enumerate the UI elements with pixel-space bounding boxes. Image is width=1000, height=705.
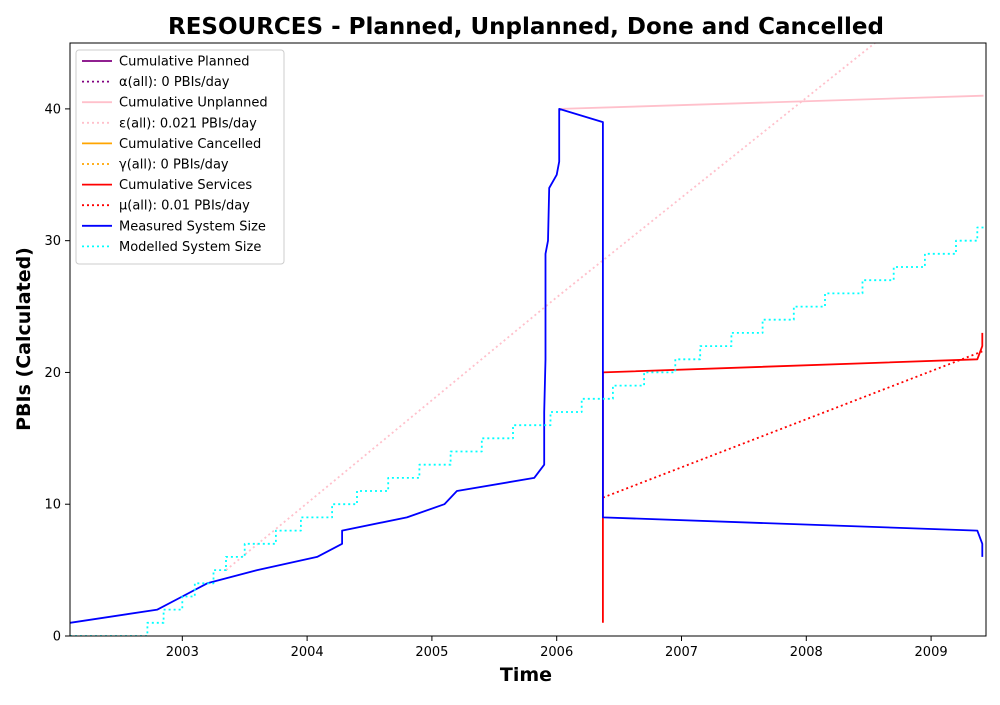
x-tick-label: 2004 (291, 645, 324, 660)
legend-label-cumulative-unplanned: Cumulative Unplanned (119, 96, 268, 111)
y-tick-label: 20 (44, 366, 61, 381)
legend-label-all-0-021-pbis-day: ε(all): 0.021 PBIs/day (119, 116, 257, 131)
legend-label-all-0-01-pbis-day: μ(all): 0.01 PBIs/day (119, 199, 250, 214)
legend-label-all-0-pbis-day: α(all): 0 PBIs/day (119, 75, 230, 90)
x-tick-label: 2006 (540, 645, 573, 660)
y-tick-label: 10 (44, 498, 61, 513)
legend-label-cumulative-services: Cumulative Services (119, 178, 252, 193)
series-line-all-0-021-pbis-day (225, 43, 876, 571)
plot-frame (69, 42, 987, 637)
chart-title: RESOURCES - Planned, Unplanned, Done and… (168, 14, 884, 40)
x-axis-label: Time (500, 664, 552, 686)
legend-label-measured-system-size: Measured System Size (119, 219, 266, 234)
x-tick-label: 2003 (166, 645, 199, 660)
legend-label-all-0-pbis-day: γ(all): 0 PBIs/day (119, 158, 229, 173)
series-line-measured-system-size (70, 108, 984, 624)
x-axis: 2003 2004 2005 2006 2007 2008 2009 (166, 636, 948, 660)
y-axis: 0 10 20 30 40 (44, 102, 70, 645)
series-line-cumulative-services (602, 332, 984, 623)
series-line-cumulative-unplanned (560, 94, 984, 110)
y-axis-label: PBIs (Calculated) (13, 247, 35, 431)
legend-box (75, 49, 285, 265)
series-line-all-0-01-pbis-day (602, 350, 983, 499)
legend-label-cumulative-planned: Cumulative Planned (119, 55, 249, 70)
x-tick-label: 2008 (790, 645, 823, 660)
legend-label-cumulative-cancelled: Cumulative Cancelled (119, 137, 261, 152)
x-tick-label: 2005 (415, 645, 448, 660)
legend-label-modelled-system-size: Modelled System Size (119, 240, 261, 255)
plot-area (69, 42, 987, 637)
x-tick-label: 2009 (915, 645, 948, 660)
y-tick-label: 30 (44, 234, 61, 249)
legend: Cumulative Planned α(all): 0 PBIs/day Cumu… (75, 49, 285, 265)
x-tick-label: 2007 (665, 645, 698, 660)
y-tick-label: 0 (53, 630, 61, 645)
series-line-modelled-system-size (70, 226, 984, 636)
y-tick-label: 40 (44, 102, 61, 117)
